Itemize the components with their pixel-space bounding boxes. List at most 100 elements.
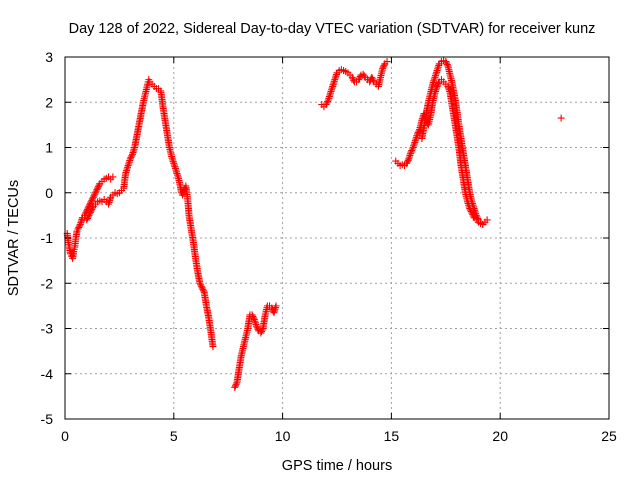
data-point [199,285,207,293]
data-point [83,216,91,224]
data-point [408,145,416,153]
data-point [128,152,136,160]
y-tick-label: -4 [41,366,54,382]
data-point [74,225,82,233]
data-point [253,324,261,332]
data-point [322,101,330,109]
data-point [483,216,491,224]
y-tick-label: 1 [45,140,53,156]
data-point [272,302,280,310]
data-point [408,147,416,155]
data-point [84,213,92,221]
data-point [355,76,363,84]
data-point [324,97,332,105]
data-point [258,326,266,334]
x-tick-labels: 0 5 10 15 20 25 [61,428,617,444]
data-point [248,311,256,319]
data-point [360,72,368,80]
grid-lines [65,57,609,419]
data-point [76,222,84,230]
data-points [63,57,565,391]
data-point [323,99,331,107]
chart-title: Day 128 of 2022, Sidereal Day-to-day VTE… [69,21,596,37]
data-point [91,189,99,197]
data-point [127,153,135,161]
data-point [83,214,91,222]
x-tick-label: 15 [384,428,400,444]
data-point [254,325,262,333]
data-point [86,199,94,207]
data-point [348,73,356,81]
data-point [474,214,482,222]
data-point [443,59,451,67]
data-point [231,382,239,390]
data-point [258,328,266,336]
data-point [200,287,208,295]
data-point [383,58,391,66]
data-point [94,183,102,191]
data-point [557,114,565,122]
y-tick-label: 2 [45,94,53,110]
data-point [369,76,377,84]
data-point [249,312,257,320]
data-point [196,279,204,287]
data-point [89,204,97,212]
x-axis-label: GPS time / hours [282,458,392,474]
y-tick-label: 3 [45,49,53,65]
data-point [95,181,103,189]
data-point [380,61,388,69]
data-point [198,284,206,292]
data-point [197,282,205,290]
data-point [404,156,412,164]
data-point [88,205,96,213]
data-point [89,193,97,201]
y-tick-label: 0 [45,185,53,201]
data-point [86,201,94,209]
data-point [407,148,415,156]
x-tick-label: 25 [601,428,617,444]
data-point [435,79,443,87]
data-point [231,383,239,391]
data-point [209,343,217,351]
y-tick-label: -5 [41,411,54,427]
data-point [443,61,451,69]
data-point [75,223,83,231]
data-point [250,314,258,322]
y-tick-labels: -5 -4 -3 -2 -1 0 1 2 3 [41,49,54,427]
y-tick-label: -2 [41,275,54,291]
data-point [403,159,411,167]
data-point [479,220,487,228]
data-point [472,211,480,219]
data-point [434,81,442,89]
y-tick-label: -1 [41,230,54,246]
data-point [197,281,205,289]
y-tick-label: -3 [41,321,54,337]
data-point [350,76,358,84]
data-point [86,210,94,218]
data-point [109,173,117,181]
data-point [349,75,357,83]
data-point [126,155,134,163]
data-point [92,187,100,195]
x-tick-label: 20 [492,428,508,444]
plot-frame [64,56,610,420]
data-point [252,322,260,330]
data-point [369,75,377,83]
x-tick-label: 10 [275,428,291,444]
y-axis-label: SDTVAR / TECUs [6,180,22,296]
data-point [89,195,97,203]
data-point [90,192,98,200]
data-point [473,213,481,221]
data-point [355,74,363,82]
data-point [94,184,102,192]
data-point [368,73,376,81]
data-point [91,190,99,198]
data-point [379,64,387,72]
data-point [403,158,411,166]
data-point [232,380,240,388]
data-point [85,211,93,219]
data-point [379,63,387,71]
data-point [442,58,450,66]
data-point [93,186,101,194]
